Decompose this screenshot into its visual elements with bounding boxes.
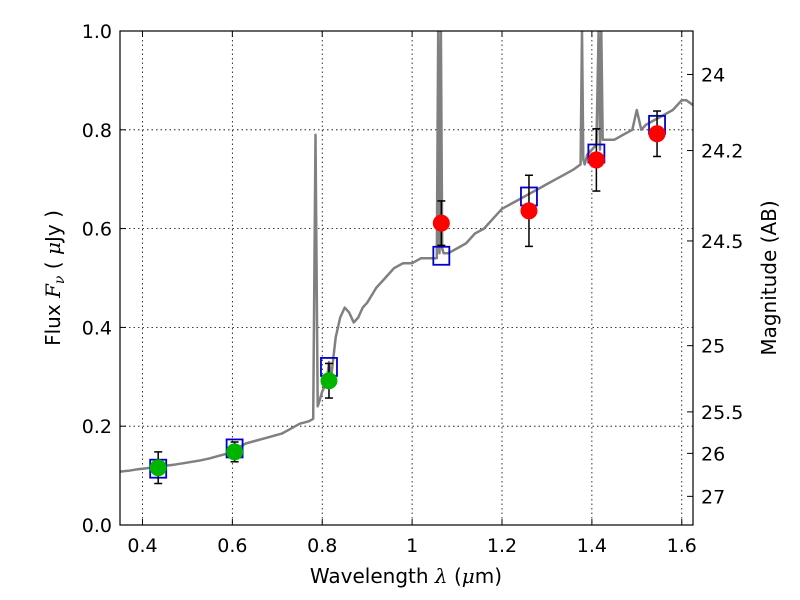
magnitude-tick-label: 25.5	[701, 402, 743, 424]
observed-point	[587, 151, 605, 169]
observed-point	[320, 372, 338, 390]
magnitude-tick-label: 24.2	[701, 141, 743, 163]
x-tick-label: 1.2	[487, 535, 517, 557]
model-photometry-square	[432, 245, 451, 266]
y-tick-label: 0.0	[82, 515, 112, 537]
observed-point	[648, 125, 666, 143]
magnitude-tick-label: 26	[701, 443, 725, 465]
observed-point	[432, 214, 450, 232]
observed-point	[149, 459, 167, 477]
x-axis-label: Wavelength λ (μm)	[310, 564, 502, 588]
ticks: 0.4 0.6 0.8 1 1.2 1.4 1.6 0.0 0.2 0.4 0.6 0.8 1.0 24 2…	[82, 21, 744, 557]
y-tick-label: 0.6	[82, 219, 112, 241]
x-tick-label: 1.6	[667, 535, 697, 557]
y-tick-label: 0.4	[82, 317, 112, 339]
observed-point	[226, 443, 244, 461]
x-tick-label: 0.6	[217, 535, 247, 557]
y-tick-label: 0.8	[82, 120, 112, 142]
observed-point	[520, 202, 538, 220]
magnitude-tick-label: 24.5	[701, 231, 743, 253]
x-tick-label: 1	[406, 535, 418, 557]
magnitude-tick-label: 24	[701, 64, 725, 86]
x-tick-label: 1.4	[577, 535, 607, 557]
x-tick-label: 0.8	[307, 535, 337, 557]
y-axis-label: Flux Fν ( μJy )	[41, 210, 68, 346]
y-tick-label: 0.2	[82, 416, 112, 438]
plot-frame	[119, 30, 694, 526]
y-tick-label: 1.0	[82, 21, 112, 43]
magnitude-axis-label: Magnitude (AB)	[757, 200, 781, 355]
magnitude-tick-label: 25	[701, 336, 725, 358]
markers	[149, 110, 666, 485]
magnitude-tick-label: 27	[701, 486, 725, 508]
x-tick-label: 0.4	[127, 535, 157, 557]
